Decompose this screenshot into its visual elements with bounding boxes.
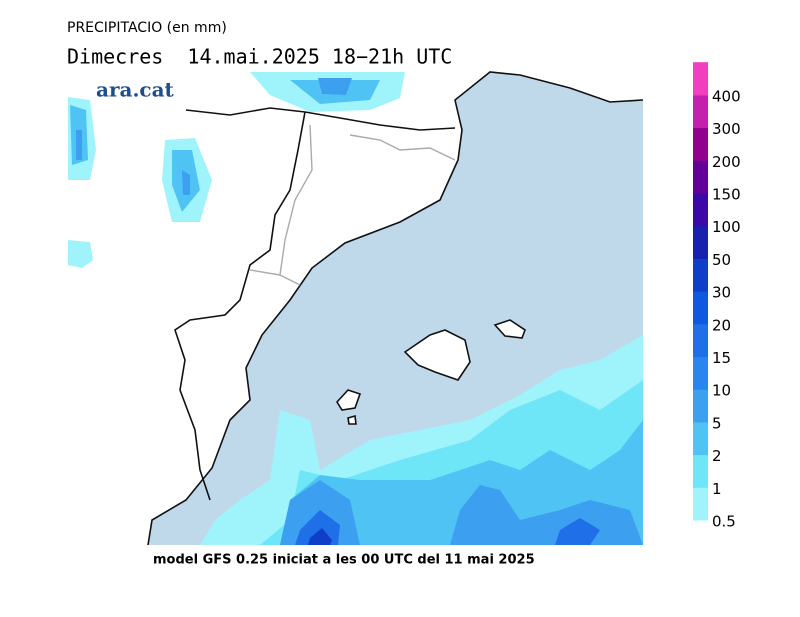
- colorbar-band: [693, 94, 708, 129]
- title: PRECIPITACIO (en mm): [67, 20, 227, 36]
- colorbar-label: 0.5: [712, 513, 736, 531]
- colorbar-label: 30: [712, 284, 731, 302]
- footer: model GFS 0.25 iniciat a les 00 UTC del …: [153, 553, 535, 568]
- colorbar-label: 15: [712, 349, 731, 367]
- colorbar-band: [693, 160, 708, 194]
- colorbar-band: [693, 258, 708, 292]
- island: [403, 329, 471, 381]
- colorbar-band: [693, 62, 708, 96]
- colorbar-band: [693, 389, 708, 423]
- colorbar-band: [693, 487, 708, 521]
- colorbar-band: [693, 454, 708, 488]
- colorbar-label: 1: [712, 480, 722, 498]
- subtitle: Dimecres 14.mai.2025 18−21h UTC: [67, 45, 452, 69]
- colorbar-band: [693, 127, 708, 161]
- coastline: [147, 71, 644, 546]
- region-border: [249, 124, 456, 286]
- colorbar-label: 400: [712, 87, 741, 105]
- colorbar-band: [693, 193, 708, 227]
- precipitation: [68, 72, 643, 545]
- island: [493, 319, 526, 339]
- colorbar-label: 200: [712, 153, 741, 171]
- border: [174, 111, 306, 501]
- map: [68, 71, 644, 546]
- colorbar-label: 150: [712, 186, 741, 204]
- logo: ara.cat: [96, 78, 175, 102]
- colorbar-band: [693, 291, 708, 325]
- border: [185, 107, 456, 131]
- colorbar-label: 300: [712, 120, 741, 138]
- colorbar-label: 10: [712, 382, 731, 400]
- colorbar-label: 2: [712, 447, 722, 465]
- colorbar-band: [693, 323, 708, 357]
- colorbar-band: [693, 421, 708, 456]
- island: [335, 389, 362, 425]
- colorbar-label: 100: [712, 218, 741, 236]
- colorbar: 0.5 1 2 5 10 15 20 30 50 100 150 200 300 400: [693, 62, 741, 531]
- colorbar-label: 20: [712, 316, 731, 334]
- colorbar-label: 5: [712, 414, 722, 432]
- colorbar-band: [693, 356, 708, 390]
- colorbar-label: 50: [712, 251, 731, 269]
- colorbar-band: [693, 225, 708, 259]
